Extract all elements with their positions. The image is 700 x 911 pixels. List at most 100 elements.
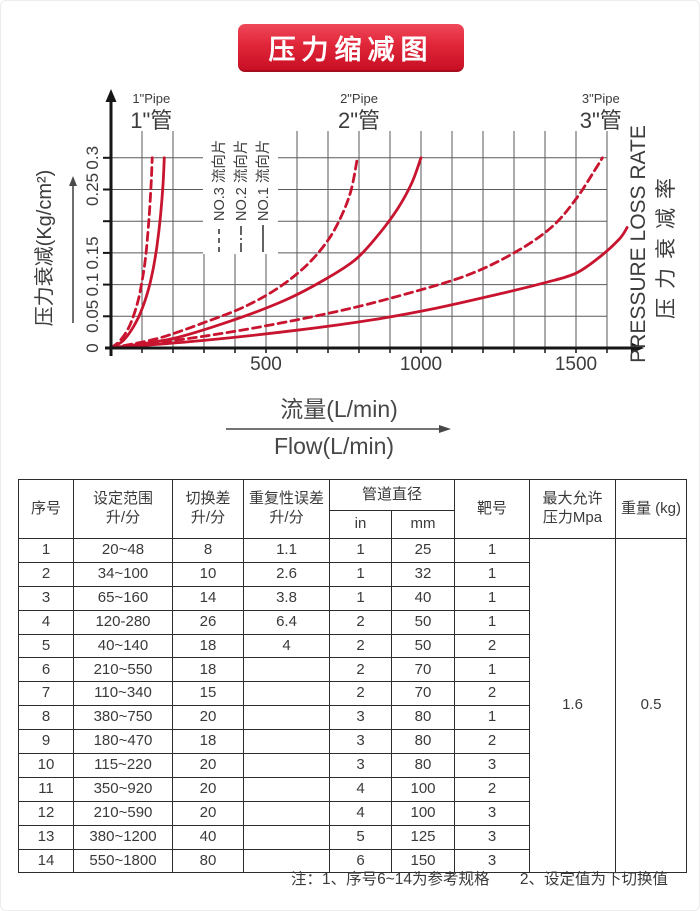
- table-cell: 2: [454, 681, 531, 707]
- table-cell: 2: [329, 633, 392, 659]
- table-cell: 115~220: [73, 753, 173, 778]
- header-weight: 重量 (kg): [615, 479, 688, 539]
- table-cell: [243, 705, 330, 731]
- table-row: 1 20~48 8 1.1 1 25 1 1.6 0.5: [18, 537, 688, 874]
- spec-table: 序号 设定范围 升/分 切换差 升/分 重复性误差 升/分 管道直径 靶号 最大…: [18, 479, 688, 874]
- table-cell: 10: [172, 561, 244, 587]
- header-pipe-diameter: 管道直径: [328, 479, 456, 511]
- table-row: 10 115~220 20 3 80 3: [18, 753, 687, 778]
- y-axis-label: 压力衰减(Kg/cm²): [33, 170, 56, 327]
- table-cell: [243, 681, 330, 707]
- table-cell: [243, 824, 330, 850]
- table-cell: [243, 753, 330, 778]
- axes: [105, 89, 644, 356]
- table-cell: 2: [329, 681, 392, 707]
- table-cell: 6.4: [243, 609, 330, 635]
- table-cell: 4: [329, 800, 392, 826]
- table-cell: 1: [454, 657, 531, 683]
- table-cell: 3: [454, 753, 531, 778]
- table-cell: 2: [329, 657, 392, 683]
- table-cell: 3: [454, 824, 531, 850]
- pipe-label-en: 3"Pipe: [582, 91, 620, 106]
- legend-label: NO.2 流向片: [233, 140, 250, 221]
- merged-cell-max-pressure: 1.6: [529, 537, 617, 874]
- table-cell: 1: [454, 705, 531, 731]
- table-cell: 8: [18, 705, 74, 731]
- table-cell: 350~920: [73, 776, 173, 802]
- table-cell: 180~470: [73, 729, 173, 755]
- header-pipe-mm: mm: [390, 510, 456, 539]
- header-diff: 切换差 升/分: [172, 479, 244, 539]
- table-row: 4 120-280 26 6.4 2 50 1: [18, 609, 687, 635]
- table-cell: 10: [18, 753, 74, 778]
- table-cell: 1: [329, 561, 392, 587]
- page-title: 压力缩减图: [268, 34, 434, 65]
- table-cell: 18: [172, 633, 244, 659]
- merged-cell-weight: 0.5: [615, 537, 688, 874]
- table-cell: 120-280: [73, 609, 173, 635]
- curve-1in-solid: [109, 156, 166, 350]
- pipe-label-cn: 1"管: [130, 108, 172, 133]
- table-cell: 20~48: [73, 538, 173, 563]
- header-target: 靶号: [454, 479, 531, 539]
- table-cell: 110~340: [73, 681, 173, 707]
- chart-legend: NO.3 流向片 NO.2 流向片 NO.1 流向片: [203, 113, 278, 254]
- table-cell: 13: [18, 824, 74, 850]
- table-cell: 5: [18, 633, 74, 659]
- table-row: 9 180~470 18 3 80 2: [18, 729, 687, 755]
- table-cell: 3: [18, 585, 74, 611]
- table-cell: 4: [243, 633, 330, 659]
- table-cell: 4: [18, 609, 74, 635]
- y-tick-label: 0: [83, 343, 102, 352]
- table-cell: 20: [172, 705, 244, 731]
- table-cell: 34~100: [73, 561, 173, 587]
- pipe-labels: 1"Pipe 1"管 2"Pipe 2"管 3"Pipe 3"管: [130, 91, 622, 133]
- header-repeatability: 重复性误差 升/分: [243, 479, 330, 539]
- table-cell: 1: [454, 585, 531, 611]
- table-cell: 80: [390, 705, 456, 731]
- table-cell: 14: [172, 585, 244, 611]
- right-axis-title: PRESSURE LOSS RATE 压力衰减率: [627, 125, 678, 363]
- table-cell: 550~1800: [73, 848, 173, 874]
- table-cell: 3.8: [243, 585, 330, 611]
- table-cell: 8: [172, 538, 244, 563]
- legend-label: NO.1 流向片: [255, 140, 272, 221]
- table-cell: 1: [454, 609, 531, 635]
- table-cell: 32: [390, 561, 456, 587]
- legend-label: NO.3 流向片: [211, 140, 228, 221]
- table-cell: 150: [390, 848, 456, 874]
- table-cell: [243, 729, 330, 755]
- table-cell: 80: [390, 753, 456, 778]
- header-pipe-in: in: [329, 510, 392, 539]
- header-no: 序号: [18, 479, 74, 539]
- table-cell: 3: [329, 729, 392, 755]
- table-row: 2 34~100 10 2.6 1 32 1: [18, 561, 687, 587]
- table-cell: 100: [390, 776, 456, 802]
- chart-svg: NO.3 流向片 NO.2 流向片 NO.1 流向片 0 0.05 0.1 0.15 0.2…: [33, 89, 678, 459]
- table-row: 8 380~750 20 3 80 1: [18, 705, 687, 731]
- pipe-label-cn: 2"管: [338, 108, 380, 133]
- table-cell: 80: [390, 729, 456, 755]
- table-cell: 20: [172, 800, 244, 826]
- table-cell: 80: [172, 848, 244, 874]
- table-cell: 7: [18, 681, 74, 707]
- header-range: 设定范围 升/分: [73, 479, 173, 539]
- table-cell: 70: [390, 681, 456, 707]
- table-cell: 18: [172, 657, 244, 683]
- table-row: 14 550~1800 80 6 150 3: [18, 848, 687, 874]
- table-cell: 20: [172, 776, 244, 802]
- x-tick-label: 1000: [400, 354, 442, 375]
- curve-3in-solid: [109, 226, 629, 350]
- curves: [109, 156, 629, 350]
- flow-label-en: Flow(L/min): [274, 433, 394, 459]
- table-cell: [243, 800, 330, 826]
- x-axis-arrow: [631, 342, 644, 354]
- y-tick-label: 0.3: [83, 146, 102, 170]
- pipe-label-en: 2"Pipe: [340, 91, 378, 106]
- y-axis-arrow: [105, 89, 117, 102]
- table-cell: [243, 848, 330, 874]
- table-cell: 25: [390, 538, 456, 563]
- table-cell: 6: [18, 657, 74, 683]
- table-cell: 40: [390, 585, 456, 611]
